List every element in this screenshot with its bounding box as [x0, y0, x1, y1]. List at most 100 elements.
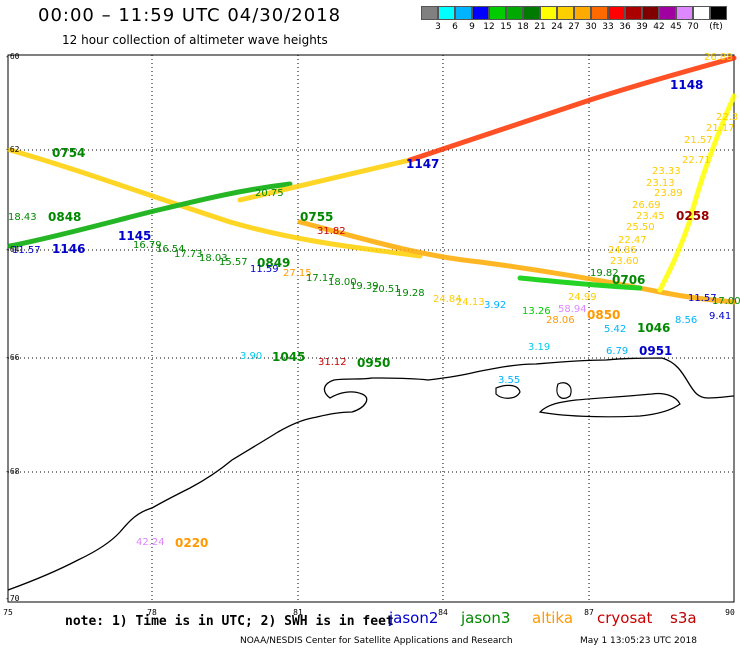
pass-time-label: 0755: [300, 210, 334, 224]
color-scale-label: 33: [602, 22, 614, 32]
pass-time-label: 1045: [272, 350, 306, 364]
graticule: [8, 55, 734, 602]
color-scale-label: 12: [483, 22, 495, 32]
swh-value: 42.24: [136, 537, 165, 548]
swh-value: 17.17: [306, 273, 335, 284]
map-frame: [7, 54, 735, 603]
map-title: 00:00 – 11:59 UTC 04/30/2018: [38, 5, 342, 26]
color-scale-label: 36: [619, 22, 631, 32]
lon-label-81: 81: [293, 608, 303, 617]
swh-value: 22.71: [682, 155, 711, 166]
ground-tracks: [7, 55, 737, 305]
color-scale-label: 39: [636, 22, 648, 32]
swh-value: 16.54: [156, 244, 185, 255]
color-scale-label: 45: [670, 22, 682, 32]
pass-time-label: 1148: [670, 78, 704, 92]
color-scale-label: 6: [452, 22, 458, 32]
color-scale-label: 70: [687, 22, 699, 32]
swh-value: 22.3: [716, 112, 739, 123]
swh-value: 3.19: [528, 342, 551, 353]
footer-timestamp: May 1 13:05:23 UTC 2018: [580, 636, 697, 646]
swh-value: 20.75: [255, 188, 284, 199]
color-scale-swatch: [574, 6, 591, 20]
color-scale-swatch: [489, 6, 506, 20]
swh-value: 21.57: [684, 135, 713, 146]
lat-label-60: -60: [5, 52, 20, 61]
color-scale-swatch: [710, 6, 727, 20]
lon-label-84: 84: [438, 608, 448, 617]
color-scale-swatch: [608, 6, 625, 20]
swh-value: 26.69: [632, 200, 661, 211]
footnote: note: 1) Time is in UTC; 2) SWH is in fe…: [65, 614, 394, 629]
swh-value: 23.13: [646, 178, 675, 189]
legend-jason3: jason3: [461, 609, 511, 627]
map-subtitle: 12 hour collection of altimeter wave hei…: [62, 33, 328, 47]
color-scale-label: 24: [551, 22, 563, 32]
lat-label-68: -68: [5, 467, 20, 476]
color-scale-swatch: [591, 6, 608, 20]
pass-time-label: 1145: [118, 229, 152, 243]
swh-value: 17.73: [174, 249, 203, 260]
track-jason3-a: [7, 181, 293, 249]
legend-cryosat: cryosat: [597, 609, 653, 627]
pass-time-label: 0950: [357, 356, 391, 370]
pass-time-label: 0850: [587, 308, 621, 322]
swh-value: 9.41: [709, 311, 732, 322]
color-scale-swatch: [540, 6, 557, 20]
track-jason3-b: [517, 275, 643, 291]
track-cryosat-a: [407, 55, 737, 163]
swh-value: 3.55: [498, 375, 521, 386]
color-scale-label: 27: [568, 22, 580, 32]
swh-value: 28.06: [546, 315, 575, 326]
pass-time-label: 0848: [48, 210, 82, 224]
swh-value: 5.42: [604, 324, 627, 335]
lon-label-78: 78: [147, 608, 157, 617]
swh-value: 18.03: [199, 253, 228, 264]
swh-value: 16.79: [133, 240, 162, 251]
lon-label-87: 87: [584, 608, 594, 617]
color-scale-swatch: [455, 6, 472, 20]
pass-time-label: 0951: [639, 344, 673, 358]
swh-value: 23.89: [654, 188, 683, 199]
swh-value: 26.88: [704, 52, 733, 63]
color-scale-swatch: [421, 6, 438, 20]
swh-value: 8.56: [675, 315, 698, 326]
swh-value: 23.45: [636, 211, 665, 222]
color-scale-swatch: [506, 6, 523, 20]
swh-value: 24.86: [608, 245, 637, 256]
swh-value: 6.79: [606, 346, 629, 357]
color-scale-label: 18: [517, 22, 529, 32]
lat-label-70: -70: [5, 594, 20, 603]
swh-value: 23.60: [610, 256, 639, 267]
color-scale: [421, 6, 727, 20]
pass-time-label: 1046: [637, 321, 671, 335]
swh-value: 25.50: [626, 222, 655, 233]
swh-value: 13.26: [522, 306, 551, 317]
color-scale-label: 9: [469, 22, 475, 32]
track-s3a-a: [657, 93, 737, 293]
pass-time-label: 0706: [612, 273, 646, 287]
pass-time-label: 0849: [257, 256, 291, 270]
swh-value: 58.94: [558, 304, 587, 315]
swh-value: 11.57: [12, 245, 41, 256]
track-altika-b: [297, 219, 737, 305]
swh-value: 23.33: [652, 166, 681, 177]
swh-value: 27.15: [283, 268, 312, 279]
lon-label-75: 75: [3, 608, 13, 617]
legend-s3a: s3a: [670, 609, 697, 627]
swh-value: 3.90: [240, 351, 263, 362]
swh-value: 3.92: [484, 300, 507, 311]
swh-value: 11.57: [688, 293, 717, 304]
pass-time-label: 0258: [676, 209, 710, 223]
lon-label-90: 90: [725, 608, 735, 617]
color-scale-label: 15: [500, 22, 512, 32]
swh-value: 24.84: [433, 294, 462, 305]
lat-label-64: -64: [5, 245, 20, 254]
swh-value: 11.59: [250, 264, 279, 275]
color-scale-swatch: [625, 6, 642, 20]
legend-altika: altika: [532, 609, 574, 627]
swh-value: 21.17: [706, 123, 735, 134]
pass-time-label: 1147: [406, 157, 440, 171]
color-scale-swatch: [523, 6, 540, 20]
